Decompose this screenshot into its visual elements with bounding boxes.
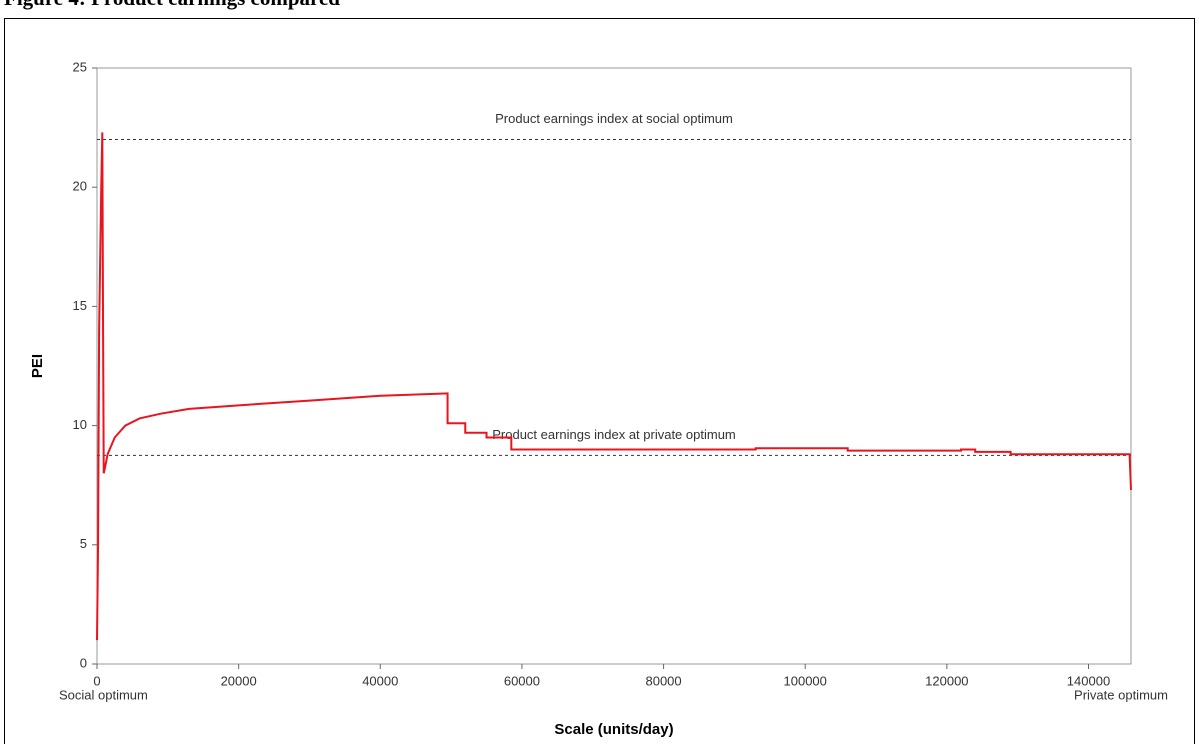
x-tick-label: 120000 bbox=[925, 673, 968, 688]
x-annotation: Social optimum bbox=[59, 687, 148, 702]
plot-frame bbox=[96, 67, 1132, 665]
x-tick-label: 80000 bbox=[645, 673, 681, 688]
x-tick-label: 140000 bbox=[1067, 673, 1110, 688]
y-tick-label: 20 bbox=[73, 179, 87, 194]
y-tick-label: 15 bbox=[73, 298, 87, 313]
y-tick-label: 10 bbox=[73, 417, 87, 432]
reference-label: Product earnings index at private optimu… bbox=[492, 427, 736, 442]
x-tick-label: 60000 bbox=[504, 673, 540, 688]
x-tick-label: 20000 bbox=[221, 673, 257, 688]
x-annotation: Private optimum bbox=[1074, 687, 1168, 702]
figure-frame bbox=[4, 18, 1195, 749]
x-tick-label: 40000 bbox=[362, 673, 398, 688]
y-tick-label: 0 bbox=[80, 655, 87, 670]
y-tick-label: 25 bbox=[73, 59, 87, 74]
figure-title: Figure 4: Product earnings compared bbox=[4, 0, 340, 10]
x-tick-label: 100000 bbox=[784, 673, 827, 688]
data-line bbox=[96, 132, 1132, 641]
y-axis-title: PEI bbox=[29, 354, 46, 378]
x-tick-label: 0 bbox=[93, 673, 100, 688]
reference-label: Product earnings index at social optimum bbox=[495, 111, 733, 126]
x-axis-title: Scale (units/day) bbox=[554, 721, 673, 738]
y-tick-label: 5 bbox=[80, 536, 87, 551]
